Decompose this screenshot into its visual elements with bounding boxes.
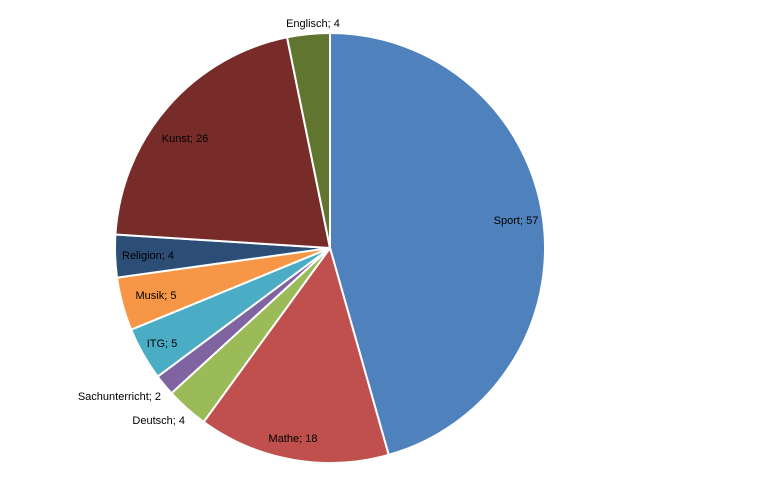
- data-label-deutsch: Deutsch; 4: [132, 415, 185, 427]
- pie-slice-sport: [329, 31, 546, 457]
- data-label-englisch: Englisch; 4: [286, 18, 340, 30]
- data-label-kunst: Kunst; 26: [162, 133, 208, 145]
- data-label-mathe: Mathe; 18: [269, 433, 318, 445]
- pie-slice-kunst: [114, 36, 332, 250]
- data-label-sport: Sport; 57: [494, 215, 539, 227]
- pie-slice-englisch: [285, 31, 331, 249]
- data-label-sachunterricht: Sachunterricht; 2: [78, 391, 161, 403]
- data-label-itg: ITG; 5: [147, 338, 178, 350]
- data-label-religion: Religion; 4: [122, 250, 174, 262]
- data-label-musik: Musik; 5: [136, 290, 177, 302]
- pie-slice-mathe: [202, 245, 390, 464]
